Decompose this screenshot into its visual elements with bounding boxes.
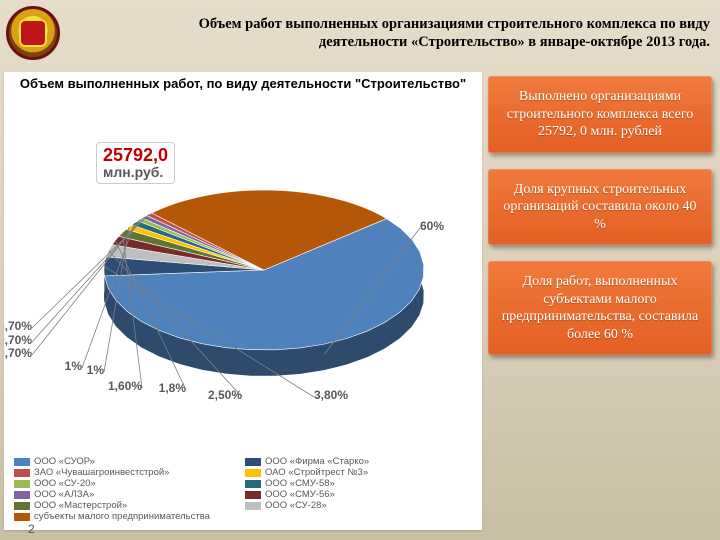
svg-text:3,80%: 3,80% (314, 388, 348, 402)
crest-emblem (6, 6, 60, 60)
legend-swatch (14, 491, 30, 499)
legend-item: ООО «Мастерстрой» (14, 500, 241, 511)
legend-item: ООО «СМУ-58» (245, 478, 472, 489)
legend-label: ООО «СМУ-56» (265, 489, 335, 500)
legend-swatch (245, 491, 261, 499)
slide-header: Объем работ выполненных организациями ст… (0, 0, 720, 62)
legend-label: ООО «СУ-20» (34, 478, 96, 489)
legend-swatch (245, 502, 261, 510)
page-number: 2 (28, 522, 35, 536)
legend-swatch (14, 469, 30, 477)
chart-title: Объем выполненных работ, по виду деятель… (4, 76, 482, 91)
legend-item: ООО «СУ-28» (245, 500, 472, 511)
legend-label: субъекты малого предпринимательства (34, 511, 210, 522)
legend-item: ООО «АЛЗА» (14, 489, 241, 500)
info-box-2: Доля крупных строительных организаций со… (488, 169, 712, 246)
slide-title: Объем работ выполненных организациями ст… (60, 15, 710, 51)
slide-content: Объем выполненных работ, по виду деятель… (0, 62, 720, 530)
info-box-3: Доля работ, выполненных субъектами малог… (488, 261, 712, 355)
svg-text:1%: 1% (87, 363, 105, 377)
svg-text:1%: 1% (65, 359, 83, 373)
info-column: Выполнено организациями строительного ко… (488, 72, 712, 355)
legend-swatch (14, 480, 30, 488)
info-box-1: Выполнено организациями строительного ко… (488, 76, 712, 153)
legend-item: ООО «СУ-20» (14, 478, 241, 489)
legend-label: ООО «АЛЗА» (34, 489, 94, 500)
svg-text:0,70%: 0,70% (4, 319, 32, 333)
legend-label: ООО «Мастерстрой» (34, 500, 127, 511)
svg-text:1,8%: 1,8% (159, 381, 187, 395)
svg-text:1,60%: 1,60% (108, 379, 142, 393)
legend-label: ООО «СМУ-58» (265, 478, 335, 489)
legend-item: ООО «СУОР» (14, 456, 241, 467)
svg-text:60%: 60% (420, 219, 444, 233)
legend-item: ЗАО «Чувашагроинвестстрой» (14, 467, 241, 478)
svg-text:0,70%: 0,70% (4, 346, 32, 360)
legend-label: ООО «СУ-28» (265, 500, 327, 511)
legend-item: ОАО «Стройтрест №3» (245, 467, 472, 478)
title-line-1: Объем работ выполненных организациями ст… (199, 16, 710, 32)
legend-swatch (245, 469, 261, 477)
legend-swatch (245, 480, 261, 488)
legend-swatch (14, 458, 30, 466)
svg-text:2,50%: 2,50% (208, 388, 242, 402)
legend-label: ОАО «Стройтрест №3» (265, 467, 368, 478)
legend-item: субъекты малого предпринимательства (14, 511, 241, 522)
chart-legend: ООО «СУОР» ООО «Фирма «Старко» ЗАО «Чуваша… (14, 456, 472, 522)
title-line-2: деятельности «Строительство» в январе-ок… (319, 34, 710, 50)
pie-chart: 60%3,80%2,50%1,8%1,60%1%1%0,70%0,70%0,70… (4, 110, 482, 425)
legend-label: ЗАО «Чувашагроинвестстрой» (34, 467, 169, 478)
legend-label: ООО «СУОР» (34, 456, 95, 467)
chart-panel: Объем выполненных работ, по виду деятель… (4, 72, 482, 530)
legend-swatch (14, 502, 30, 510)
legend-label: ООО «Фирма «Старко» (265, 456, 369, 467)
legend-item: ООО «Фирма «Старко» (245, 456, 472, 467)
legend-swatch (14, 513, 30, 521)
legend-item: ООО «СМУ-56» (245, 489, 472, 500)
legend-swatch (245, 458, 261, 466)
svg-text:0,70%: 0,70% (4, 333, 32, 347)
